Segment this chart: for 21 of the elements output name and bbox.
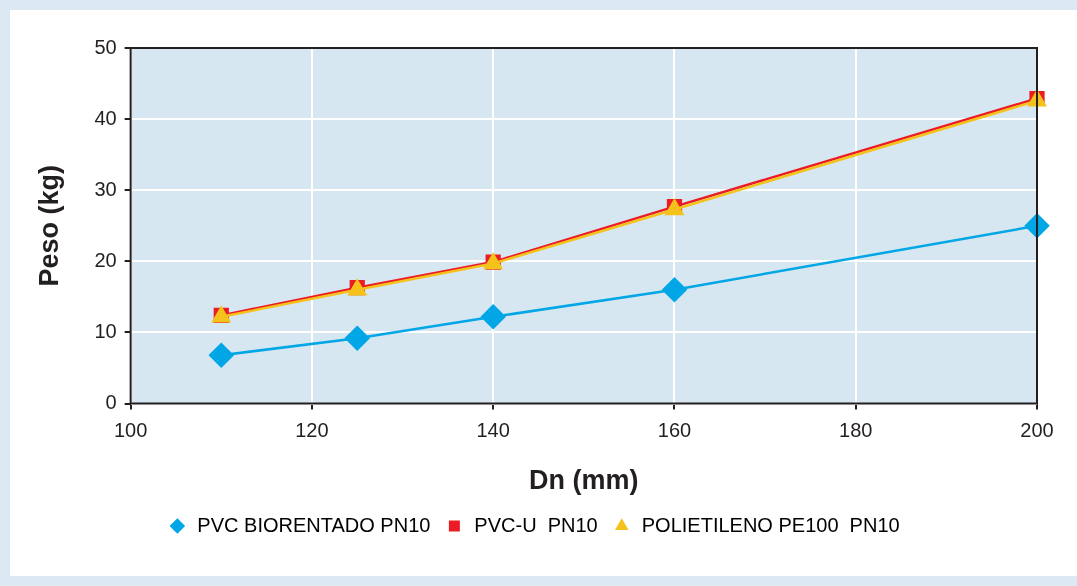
x-tick-label: 100 <box>113 419 148 442</box>
y-tick-label: 40 <box>94 106 117 129</box>
point <box>662 277 687 303</box>
y-tick-label: 20 <box>94 248 117 271</box>
x-tick-label: 160 <box>657 419 692 442</box>
x-tick-label: 120 <box>295 419 329 442</box>
x-tick-label: 140 <box>476 419 510 442</box>
legend-label: POLIETILENO PE100 PN10 <box>641 513 900 536</box>
x-tick-label: 200 <box>1020 419 1054 442</box>
y-tick-label: 30 <box>94 177 117 200</box>
y-tick-label: 0 <box>105 391 117 414</box>
y-tick-label: 10 <box>94 320 117 342</box>
y-axis-title: Peso (kg) <box>33 165 64 287</box>
legend-label: PVC BIORENTADO PN10 <box>197 513 431 536</box>
y-tick-label: 50 <box>94 35 117 58</box>
x-axis-title: Dn (mm) <box>529 465 639 496</box>
x-tick-label: 180 <box>839 419 873 442</box>
point <box>480 304 506 330</box>
legend-label: PVC-U PN10 <box>474 513 598 536</box>
point <box>209 342 234 368</box>
point <box>344 325 370 351</box>
